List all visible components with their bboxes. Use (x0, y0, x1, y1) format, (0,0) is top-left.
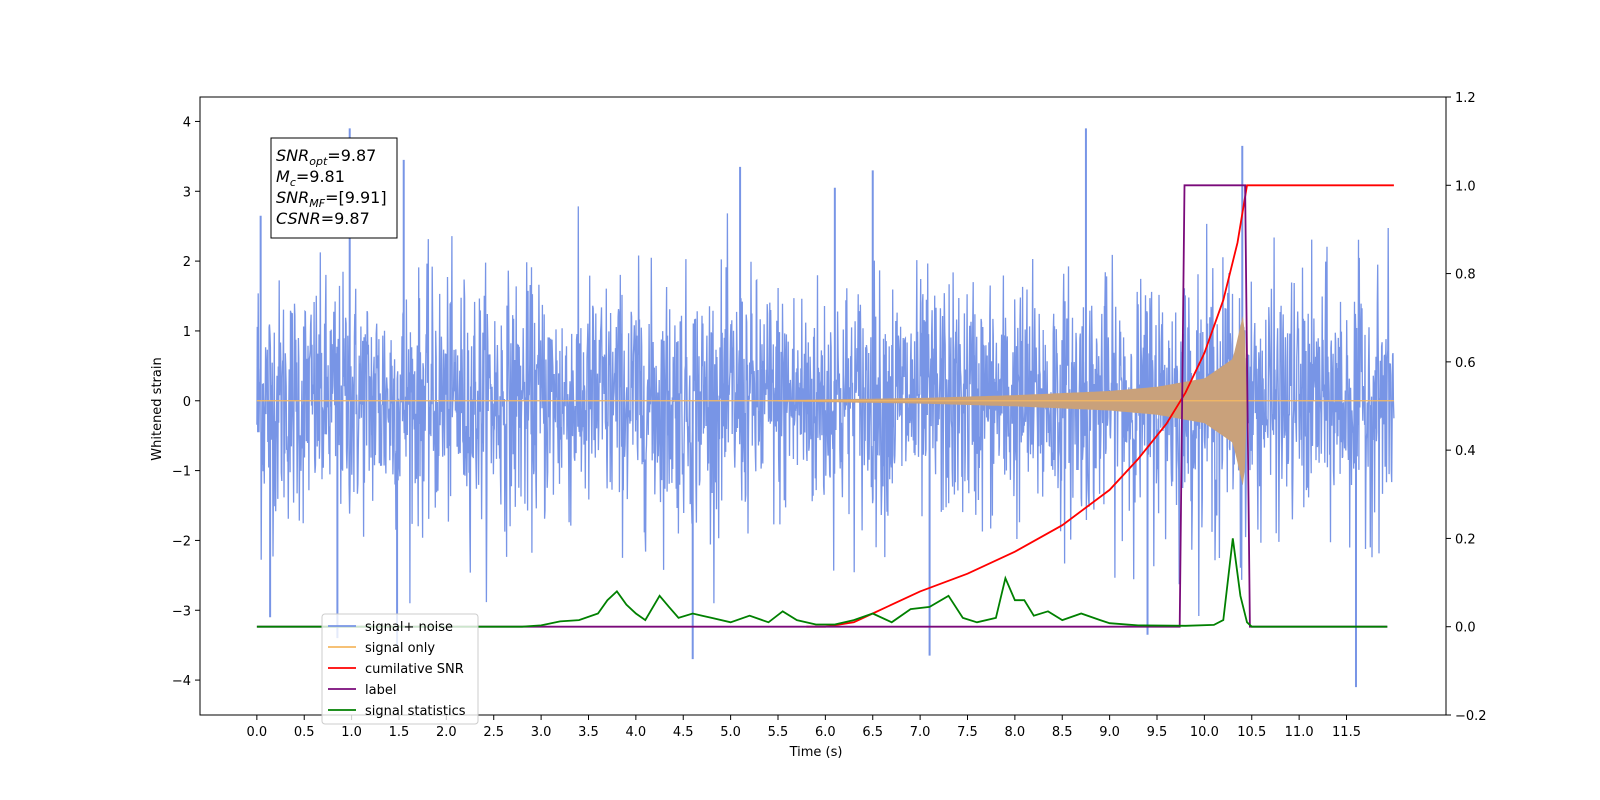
y-right-tick-label: 0.6 (1455, 356, 1476, 371)
y-right-tick-label: 1.2 (1455, 91, 1476, 106)
x-tick-label: 8.0 (1005, 725, 1026, 740)
y-left-tick-label: −4 (172, 674, 191, 689)
x-tick-label: 9.5 (1147, 725, 1168, 740)
x-tick-label: 6.0 (815, 725, 836, 740)
annotation-line: SNRopt=9.87 (276, 146, 376, 168)
x-tick-label: 3.0 (531, 725, 552, 740)
series-signal-statistics-line (256, 538, 1388, 628)
x-tick-label: 0.5 (294, 725, 315, 740)
x-tick-label: 0.0 (247, 725, 268, 740)
annotation-line: Mc=9.81 (276, 167, 345, 189)
y-left-tick-label: 1 (183, 325, 191, 340)
y-left-tick-label: 0 (183, 395, 191, 410)
x-tick-label: 1.0 (341, 725, 362, 740)
y-right-tick-label: 1.0 (1455, 179, 1476, 194)
plot-area (256, 128, 1395, 688)
x-tick-label: 5.0 (720, 725, 741, 740)
legend-frame (321, 613, 479, 725)
x-tick-label: 10.0 (1190, 725, 1219, 740)
legend-label: cumilative SNR (365, 662, 464, 677)
annotation-line: CSNR=9.87 (276, 209, 370, 228)
legend-label: signal+ noise (365, 620, 453, 635)
x-tick-label: 5.5 (768, 725, 789, 740)
x-tick-label: 2.5 (483, 725, 504, 740)
x-axis-title: Time (s) (789, 745, 843, 760)
x-tick-label: 4.0 (626, 725, 647, 740)
y-left-tick-label: −1 (172, 465, 191, 480)
x-tick-label: 11.5 (1332, 725, 1361, 740)
legend: signal+ noise signal only cumilative SNR la… (321, 613, 479, 725)
annotation-line: SNRMF=[9.91] (276, 188, 387, 210)
x-tick-label: 3.5 (578, 725, 599, 740)
y-right-tick-label: 0.8 (1455, 268, 1476, 283)
x-tick-label: 6.5 (862, 725, 883, 740)
x-tick-label: 10.5 (1237, 725, 1266, 740)
series-signal-noise-line (256, 206, 1395, 617)
x-tick-label: 8.5 (1052, 725, 1073, 740)
series-group (256, 128, 1395, 688)
plot-frame (199, 96, 1447, 716)
x-tick-label: 1.5 (389, 725, 410, 740)
x-tick-label: 4.5 (673, 725, 694, 740)
y-left-tick-label: −2 (172, 534, 191, 549)
legend-label: signal statistics (365, 704, 466, 719)
y-left-tick-label: −3 (172, 604, 191, 619)
x-tick-label: 7.5 (957, 725, 978, 740)
legend-label: label (365, 683, 396, 698)
y-left-tick-label: 2 (183, 255, 191, 270)
y-right-tick-label: 0.0 (1455, 621, 1476, 636)
x-tick-label: 2.0 (436, 725, 457, 740)
x-tick-label: 11.0 (1285, 725, 1314, 740)
y-right-tick-label: −0.2 (1455, 709, 1487, 724)
annotation-frame (270, 137, 398, 239)
axes: 0.0 0.5 1.0 1.5 2.0 2.5 3.0 3.5 4.0 4.5 5.0 5.5 6.0 6… (172, 91, 1487, 740)
y-left-tick-label: 4 (183, 115, 191, 130)
y-right-tick-label: 0.4 (1455, 444, 1476, 459)
y-left-tick-label: 3 (183, 185, 191, 200)
legend-label: signal only (365, 641, 435, 656)
x-tick-label: 9.0 (1099, 725, 1120, 740)
y-right-tick-label: 0.2 (1455, 532, 1476, 547)
x-tick-label: 7.0 (910, 725, 931, 740)
y-axis-title: Whitened strain (150, 357, 165, 460)
